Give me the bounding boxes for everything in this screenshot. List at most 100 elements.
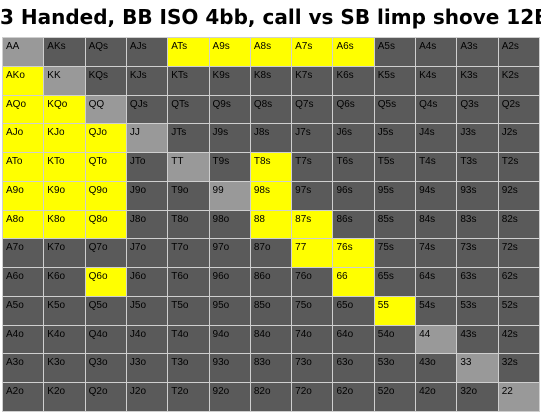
hand-cell: J6s xyxy=(333,124,374,153)
hand-label: Q2s xyxy=(501,98,521,110)
hand-label: J2s xyxy=(501,127,518,139)
hand-label: 99 xyxy=(212,184,224,196)
hand-label: J2o xyxy=(129,386,147,398)
hand-cell: QJs xyxy=(126,95,168,124)
hand-label: Q5s xyxy=(377,98,397,110)
hand-cell: A7s xyxy=(292,38,333,66)
hand-cell: 93s xyxy=(457,181,498,210)
hand-cell: KJo xyxy=(44,124,85,153)
hand-label: T6o xyxy=(171,271,189,283)
hand-cell: J2o xyxy=(126,383,168,411)
hand-cell: 63s xyxy=(457,268,498,296)
hand-label: JTs xyxy=(171,127,187,139)
hand-label: 43s xyxy=(460,328,477,340)
hand-label: K5o xyxy=(47,299,66,311)
hand-label: 65s xyxy=(377,271,394,283)
hand-cell: Q2s xyxy=(498,95,539,124)
hand-label: 96o xyxy=(212,271,230,283)
hand-cell: Q7o xyxy=(85,239,126,268)
hand-cell: J5s xyxy=(374,124,416,153)
hand-cell: Q3o xyxy=(85,354,126,383)
hand-label: ATo xyxy=(6,156,23,168)
hand-cell: A6s xyxy=(333,38,374,66)
hand-label: 88 xyxy=(253,213,265,225)
hand-label: 33 xyxy=(460,357,472,369)
hand-cell: K7s xyxy=(292,66,333,95)
hand-cell: 84o xyxy=(250,325,292,354)
hand-label: J8o xyxy=(129,213,147,225)
hand-label: QTs xyxy=(171,98,189,110)
hand-label: T7s xyxy=(295,156,312,168)
hand-label: 97s xyxy=(295,184,312,196)
hand-label: Q3s xyxy=(460,98,479,110)
hand-label: Q6s xyxy=(336,98,355,110)
hand-label: A8s xyxy=(253,41,272,52)
hand-cell: T8o xyxy=(168,210,209,239)
hand-label: A3o xyxy=(6,357,24,369)
hand-label: T3o xyxy=(171,357,189,369)
hand-cell: K2s xyxy=(498,66,539,95)
hand-cell: 96s xyxy=(333,181,374,210)
hand-label: T8o xyxy=(171,213,189,225)
hand-label: A3s xyxy=(460,41,478,52)
hand-cell: K6s xyxy=(333,66,374,95)
hand-label: J3o xyxy=(129,357,147,369)
hand-cell: T6s xyxy=(333,153,374,181)
hand-label: 98o xyxy=(212,213,230,225)
hand-cell: A3o xyxy=(3,354,44,383)
hand-label: A5o xyxy=(6,299,24,311)
hand-cell: 99 xyxy=(209,181,250,210)
hand-label: KQs xyxy=(88,69,109,81)
hand-label: 95o xyxy=(212,299,230,311)
hand-cell: A5o xyxy=(3,296,44,325)
hand-cell: A8o xyxy=(3,210,44,239)
hand-cell: T8s xyxy=(250,153,292,181)
hand-cell: Q9o xyxy=(85,181,126,210)
hand-label: QJs xyxy=(129,98,148,110)
hand-cell: 74s xyxy=(416,239,457,268)
hand-cell: 82s xyxy=(498,210,539,239)
hand-label: T2s xyxy=(501,156,519,168)
hand-cell: A6o xyxy=(3,268,44,296)
hand-cell: T3o xyxy=(168,354,209,383)
hand-cell: 22 xyxy=(498,383,539,411)
hand-cell: A9o xyxy=(3,181,44,210)
hand-cell: 42s xyxy=(498,325,539,354)
hand-cell: Q3s xyxy=(457,95,498,124)
hand-cell: A2s xyxy=(498,38,539,66)
hand-label: 82o xyxy=(253,386,271,398)
hand-label: T5o xyxy=(171,299,189,311)
hand-label: QJo xyxy=(88,127,107,139)
hand-cell: J8s xyxy=(250,124,292,153)
hand-cell: 64s xyxy=(416,268,457,296)
hand-label: K4o xyxy=(47,328,66,340)
hand-label: 42s xyxy=(501,328,518,340)
hand-cell: T3s xyxy=(457,153,498,181)
hand-cell: K7o xyxy=(44,239,85,268)
hand-label: T3s xyxy=(460,156,478,168)
hand-label: 54s xyxy=(419,299,436,311)
hand-cell: 84s xyxy=(416,210,457,239)
hand-cell: 94s xyxy=(416,181,457,210)
hand-label: Q4s xyxy=(419,98,438,110)
hand-label: J6o xyxy=(129,271,147,283)
hand-cell: 73o xyxy=(292,354,333,383)
hand-cell: KQs xyxy=(85,66,126,95)
hand-label: 83o xyxy=(253,357,271,369)
hand-cell: 85s xyxy=(374,210,416,239)
hand-label: Q4o xyxy=(88,328,108,340)
hand-label: A4s xyxy=(419,41,437,52)
hand-cell: TT xyxy=(168,153,209,181)
page-title: 3 Handed, BB ISO 4bb, call vs SB limp sh… xyxy=(0,5,541,29)
hand-cell: 85o xyxy=(250,296,292,325)
hand-label: 85o xyxy=(253,299,271,311)
hand-cell: 62s xyxy=(498,268,539,296)
hand-label: K8s xyxy=(253,69,272,81)
hand-label: J3s xyxy=(460,127,476,139)
hand-cell: A3s xyxy=(457,38,498,66)
hand-cell: AQo xyxy=(3,95,44,124)
hand-label: AJs xyxy=(129,41,147,52)
hand-label: 94s xyxy=(419,184,436,196)
hand-cell: T7s xyxy=(292,153,333,181)
hand-label: J4o xyxy=(129,328,147,340)
